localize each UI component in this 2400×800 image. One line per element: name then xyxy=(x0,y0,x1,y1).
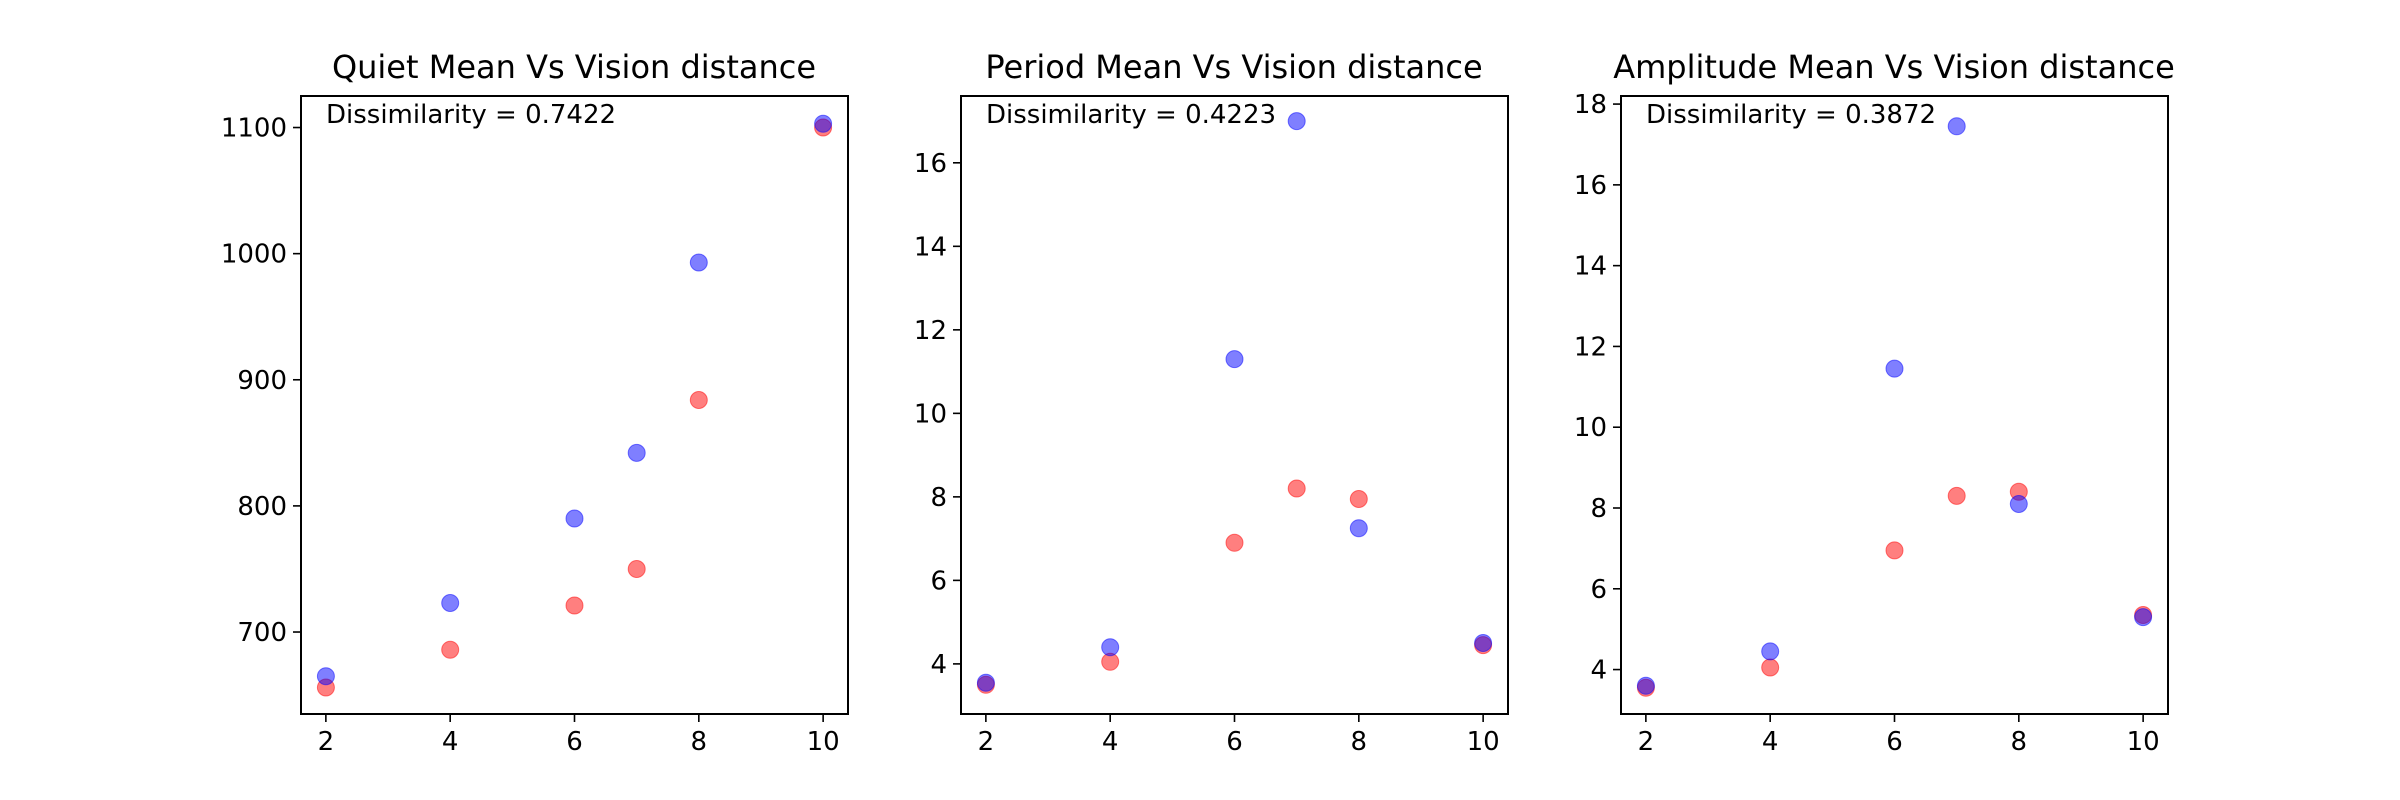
panel-2-series-2-point xyxy=(1349,519,1368,538)
panel-1-x-axis: 2 4 6 8 10 xyxy=(318,714,840,757)
panel-3-series-1-point xyxy=(1761,658,1780,677)
y-tick-label: 6 xyxy=(930,566,947,596)
panel-2-series-2-point xyxy=(1287,112,1306,131)
x-tick-label: 10 xyxy=(807,727,840,757)
panel-2: Period Mean Vs Vision distance 2 4 6 8 10 4 6… xyxy=(914,48,1509,757)
panel-1-points xyxy=(316,114,833,697)
panel-1-series-2-point xyxy=(316,667,335,686)
x-tick-label: 10 xyxy=(2127,727,2160,757)
panel-1-series-1-point xyxy=(441,640,460,659)
panel-3-series-2-point xyxy=(1947,117,1966,136)
panel-2-y-axis: 4 6 8 10 12 14 16 xyxy=(914,149,961,680)
y-tick-label: 4 xyxy=(1590,656,1607,686)
y-tick-label: 12 xyxy=(914,316,947,346)
panel-1-title: Quiet Mean Vs Vision distance xyxy=(332,48,816,86)
y-tick-label: 18 xyxy=(1574,90,1607,120)
panel-2-dissimilarity: Dissimilarity = 0.4223 xyxy=(986,100,1276,130)
y-tick-label: 700 xyxy=(237,618,287,648)
y-tick-label: 16 xyxy=(1574,171,1607,201)
panel-3-series-2-point xyxy=(1885,359,1904,378)
panel-3-series-2-point xyxy=(2134,608,2153,627)
y-tick-label: 1100 xyxy=(221,114,287,144)
panel-1-y-axis: 700 800 900 1000 1100 xyxy=(221,114,301,648)
panel-3: Amplitude Mean Vs Vision distance 2 4 6 8 10… xyxy=(1574,48,2175,757)
panel-3-title: Amplitude Mean Vs Vision distance xyxy=(1613,48,2175,86)
panel-2-series-1-point xyxy=(1287,479,1306,498)
x-tick-label: 2 xyxy=(978,727,995,757)
y-tick-label: 8 xyxy=(930,483,947,513)
panel-1-series-2-point xyxy=(814,114,833,133)
panel-2-series-2-point xyxy=(1101,638,1120,657)
x-tick-label: 10 xyxy=(1467,727,1500,757)
panel-2-x-axis: 2 4 6 8 10 xyxy=(978,714,1500,757)
panel-1-series-2-point xyxy=(627,443,646,462)
panel-3-series-2-point xyxy=(1636,676,1655,695)
x-tick-label: 8 xyxy=(1351,727,1368,757)
panel-2-series-1-point xyxy=(1225,533,1244,552)
x-tick-label: 6 xyxy=(1886,727,1903,757)
panel-3-series-2-point xyxy=(2009,495,2028,513)
x-tick-label: 4 xyxy=(1762,727,1779,757)
panel-2-series-2-point xyxy=(1474,634,1493,652)
panel-1-series-2-point xyxy=(689,253,708,272)
y-tick-label: 900 xyxy=(237,366,287,396)
panel-2-series-2-point xyxy=(1225,350,1244,369)
y-tick-label: 1000 xyxy=(221,240,287,270)
y-tick-label: 10 xyxy=(914,399,947,429)
panel-3-points xyxy=(1636,117,2153,697)
y-tick-label: 800 xyxy=(237,492,287,522)
y-tick-label: 8 xyxy=(1590,494,1607,524)
panel-1: Quiet Mean Vs Vision distance 2 4 6 8 10 700… xyxy=(221,48,849,757)
y-tick-label: 14 xyxy=(1574,252,1607,282)
panel-3-x-axis: 2 4 6 8 10 xyxy=(1638,714,2160,757)
y-tick-label: 16 xyxy=(914,149,947,179)
x-tick-label: 8 xyxy=(2011,727,2028,757)
y-tick-label: 12 xyxy=(1574,332,1607,362)
x-tick-label: 2 xyxy=(318,727,335,757)
panel-2-series-2-point xyxy=(976,673,995,692)
x-tick-label: 6 xyxy=(566,727,583,757)
panel-3-series-1-point xyxy=(1885,541,1904,560)
panel-1-series-2-point xyxy=(441,594,460,612)
x-tick-label: 4 xyxy=(1102,727,1119,757)
panel-1-series-1-point xyxy=(627,560,646,578)
panel-3-series-1-point xyxy=(1947,486,1966,505)
panel-1-series-2-point xyxy=(565,509,584,528)
panel-3-dissimilarity: Dissimilarity = 0.3872 xyxy=(1646,100,1936,130)
panel-3-series-2-point xyxy=(1761,642,1780,661)
panel-1-series-1-point xyxy=(689,391,708,409)
y-tick-label: 10 xyxy=(1574,413,1607,443)
y-tick-label: 4 xyxy=(930,650,947,680)
x-tick-label: 6 xyxy=(1226,727,1243,757)
y-tick-label: 6 xyxy=(1590,575,1607,605)
panel-2-title: Period Mean Vs Vision distance xyxy=(985,48,1482,86)
x-tick-label: 2 xyxy=(1638,727,1655,757)
panel-3-y-axis: 4 6 8 10 12 14 16 18 xyxy=(1574,90,1621,686)
panel-1-series-1-point xyxy=(565,596,584,615)
panel-2-series-1-point xyxy=(1349,490,1368,508)
panel-2-points xyxy=(976,112,1493,694)
x-tick-label: 4 xyxy=(442,727,459,757)
x-tick-label: 8 xyxy=(691,727,708,757)
panel-1-dissimilarity: Dissimilarity = 0.7422 xyxy=(326,100,616,130)
y-tick-label: 14 xyxy=(914,232,947,262)
